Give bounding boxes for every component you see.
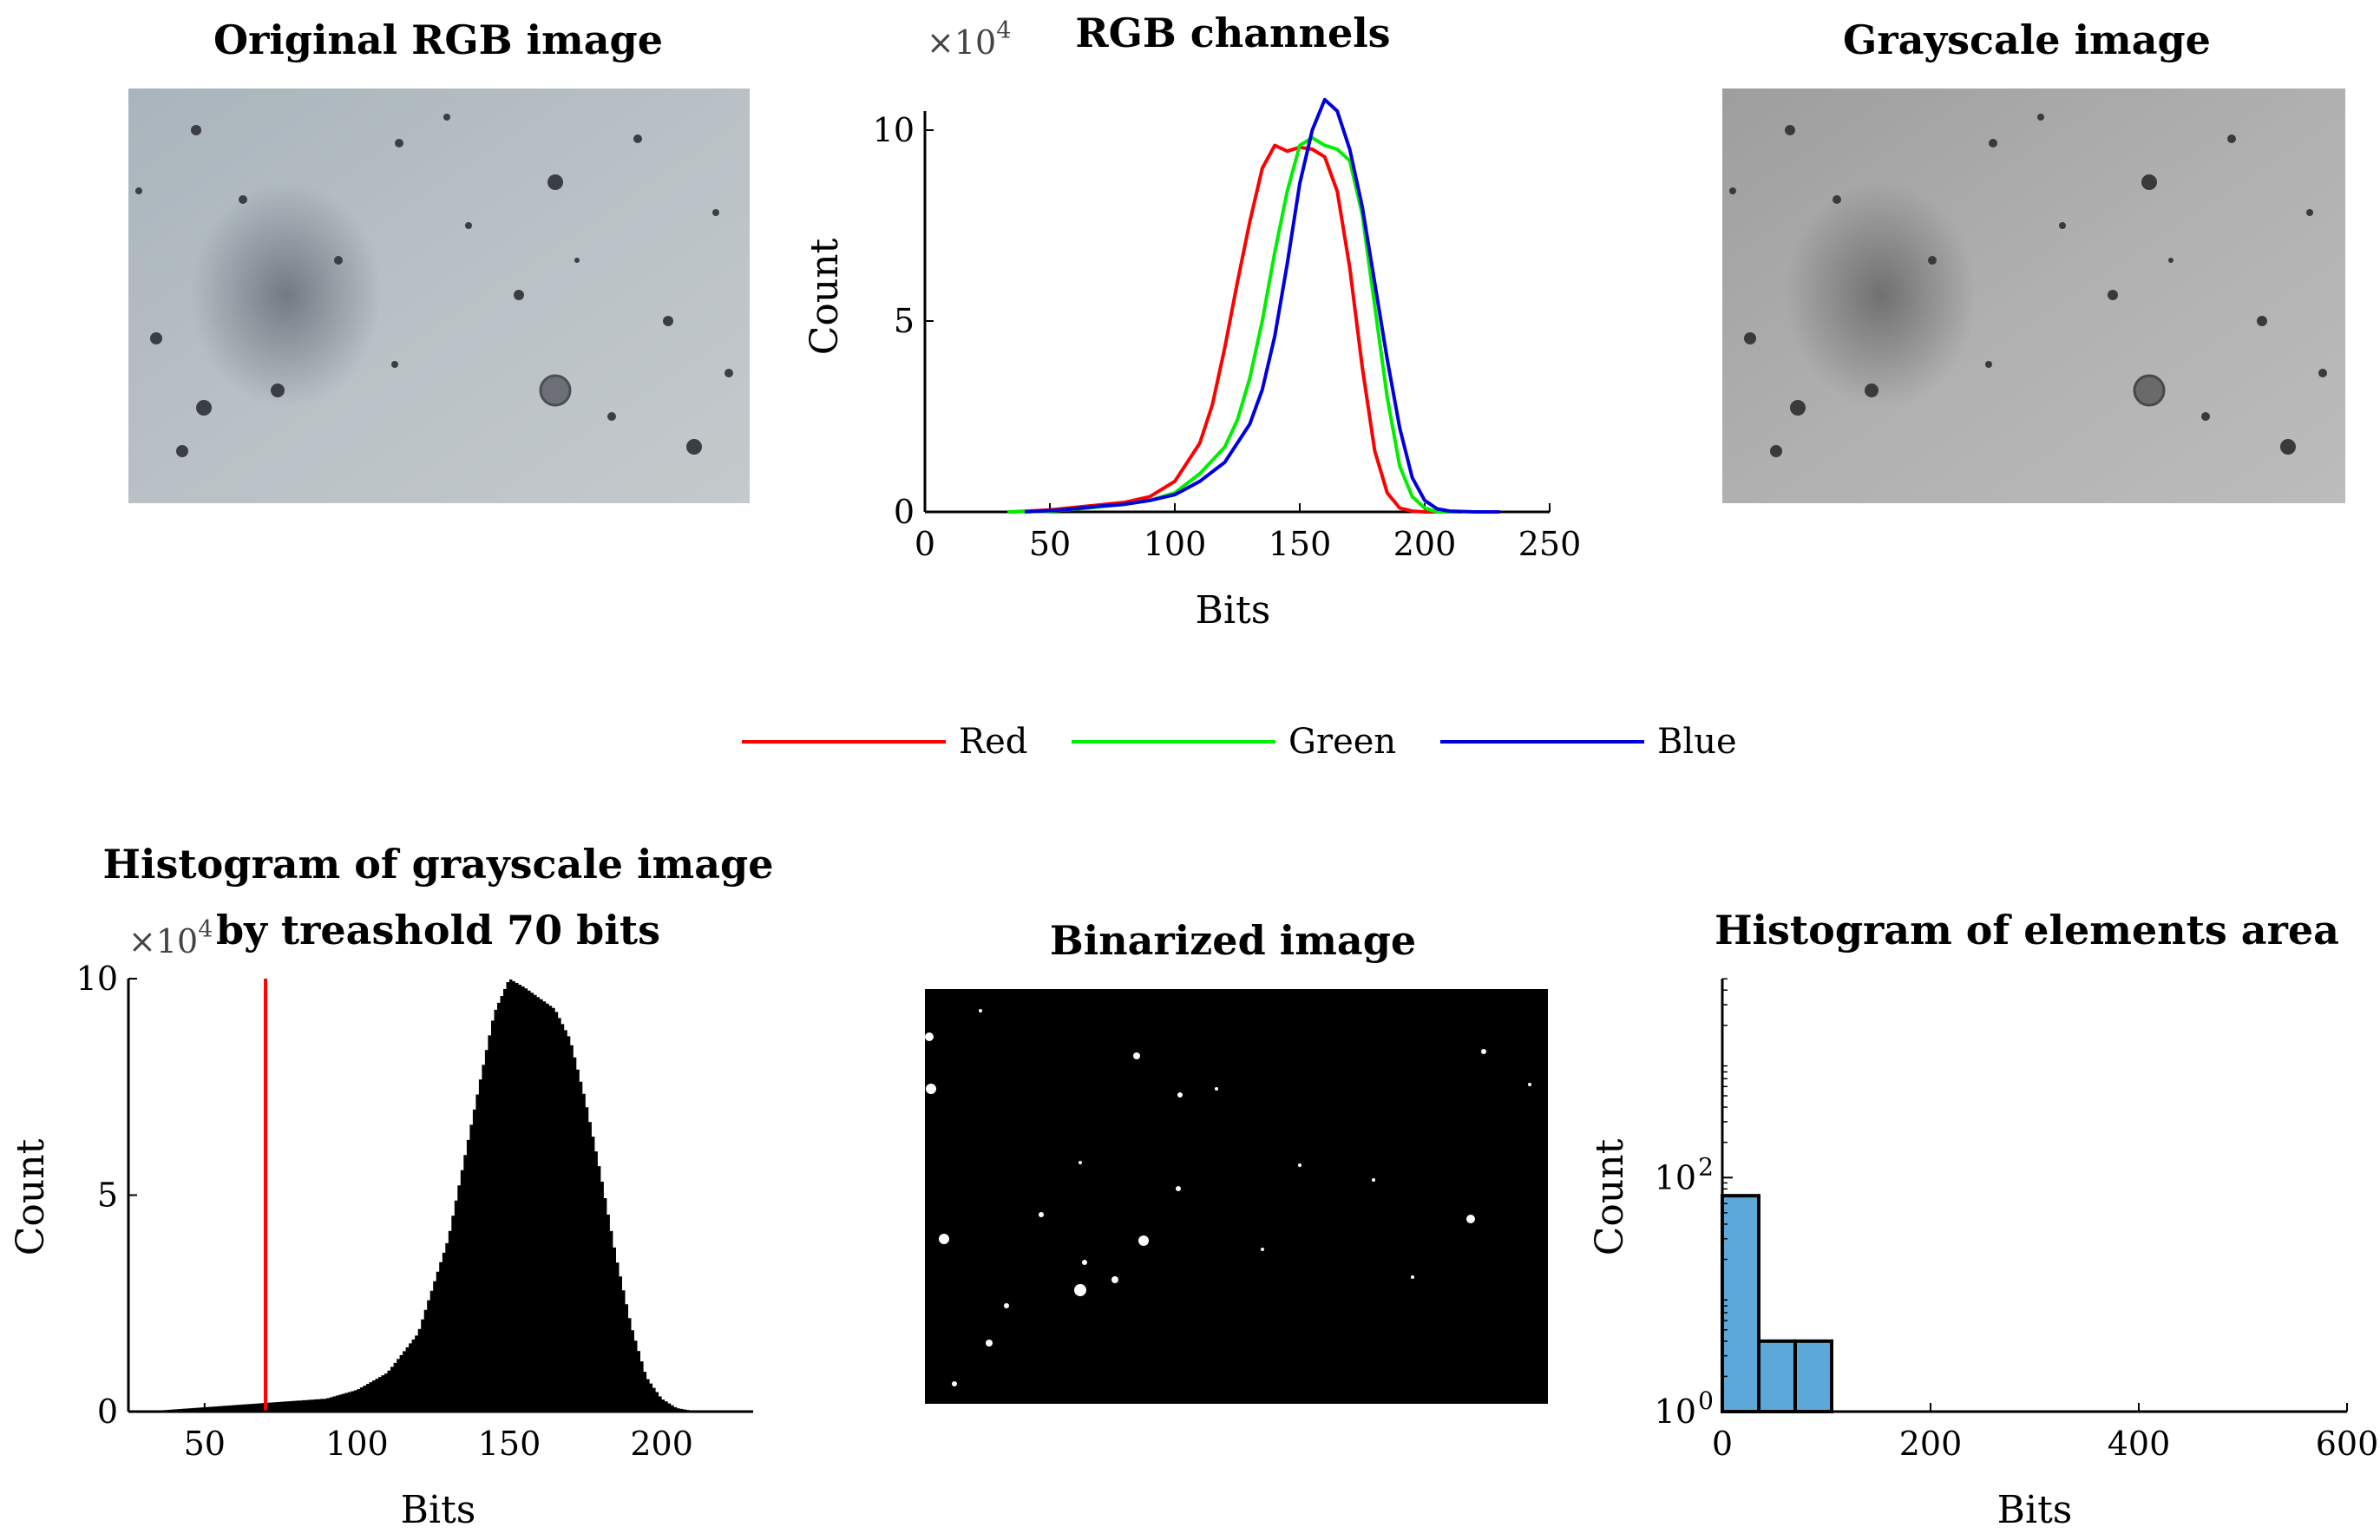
original-rgb-photo (128, 88, 750, 503)
rgb-ytick-label: 0 (894, 493, 915, 531)
histogram-bars (143, 980, 708, 1412)
grayscale-histogram-chart: 50 100 150 200 0 5 10 Bits Count ×104 (9, 916, 753, 1532)
rgb-xtick-label: 250 (1518, 525, 1582, 563)
hist-ytick-label: 5 (97, 1176, 118, 1215)
area-y-label: Count (1588, 1138, 1632, 1255)
hist-xtick-label: 50 (184, 1425, 226, 1463)
series-line-green (1006, 135, 1463, 514)
title-elements-area: Histogram of elements area (1715, 907, 2339, 953)
series-line-red (1012, 143, 1450, 514)
grayscale-photo (1722, 88, 2345, 503)
rgb-y-label: Count (803, 238, 847, 355)
title-grayscale-image: Grayscale image (1843, 16, 2211, 63)
hist-xtick-label: 100 (325, 1425, 389, 1463)
area-ytick-label: 100 (1655, 1386, 1714, 1431)
binarized-image (925, 989, 1548, 1404)
title-rgb-channels: RGB channels (1075, 10, 1390, 56)
area-xtick-label: 200 (1899, 1425, 1963, 1463)
title-histogram-line2: by treashold 70 bits (216, 907, 660, 953)
rgb-channels-chart: 0 50 100 150 200 250 0 5 10 Bits Count ×104 (803, 17, 1581, 632)
hist-y-label: Count (9, 1138, 53, 1255)
series-line-blue (1025, 97, 1500, 514)
legend-label-green: Green (1288, 722, 1396, 762)
legend: Red Green Blue (742, 722, 1737, 762)
hist-ytick-label: 0 (97, 1393, 118, 1431)
rgb-x-label: Bits (1196, 588, 1271, 632)
area-bar (1721, 1194, 1760, 1414)
rgb-ytick-label: 10 (873, 111, 915, 149)
area-bar (1793, 1339, 1833, 1413)
hist-multiplier: ×104 (128, 916, 213, 960)
elements-area-chart: 0 200 400 600 100 102 Bits Count (1588, 978, 2379, 1532)
hist-ytick-label: 10 (76, 960, 118, 998)
hist-xtick-label: 150 (478, 1425, 541, 1463)
rgb-xtick-label: 150 (1269, 525, 1332, 563)
legend-label-blue: Blue (1657, 722, 1737, 762)
rgb-xtick-label: 100 (1144, 525, 1207, 563)
rgb-multiplier: ×104 (927, 17, 1011, 62)
rgb-ytick-label: 5 (894, 302, 915, 340)
area-xtick-label: 400 (2108, 1425, 2171, 1463)
hist-xtick-label: 200 (630, 1425, 693, 1463)
area-bar (1757, 1339, 1797, 1413)
title-original-image: Original RGB image (213, 16, 663, 63)
area-xtick-label: 600 (2316, 1425, 2379, 1463)
area-xtick-label: 0 (1712, 1425, 1733, 1463)
title-binarized-image: Binarized image (1050, 917, 1416, 964)
rgb-xtick-label: 50 (1029, 525, 1071, 563)
rgb-xtick-label: 0 (915, 525, 935, 563)
legend-label-red: Red (959, 722, 1027, 762)
title-histogram-line1: Histogram of grayscale image (103, 841, 774, 888)
rgb-xtick-label: 200 (1393, 525, 1457, 563)
area-ytick-label: 102 (1655, 1152, 1714, 1196)
hist-x-label: Bits (401, 1488, 476, 1532)
area-x-label: Bits (1997, 1488, 2073, 1532)
